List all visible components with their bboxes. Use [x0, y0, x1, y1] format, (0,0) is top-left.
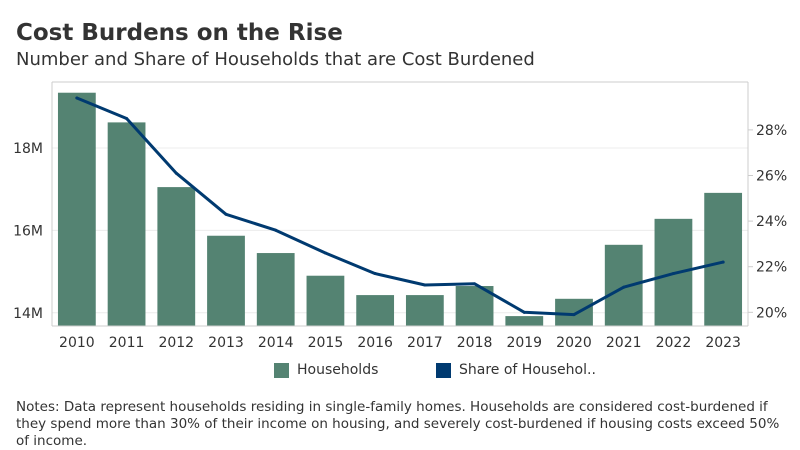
bar-2023: [704, 192, 743, 326]
gridlines: [52, 147, 748, 314]
chart-subtitle: Number and Share of Households that are …: [16, 49, 535, 70]
x-tick-label-2017: 2017: [407, 335, 443, 351]
x-tick-label-2012: 2012: [158, 335, 194, 351]
bar-2019: [505, 316, 544, 326]
x-tick-label-2015: 2015: [308, 335, 344, 351]
share-point-2015: [323, 251, 327, 255]
legend-swatch-share: [436, 362, 451, 378]
y-right-tick-label: 24%: [756, 214, 787, 230]
bar-2015: [306, 275, 345, 326]
combo-chart: 14M 16M 18M 20% 22% 24% 26% 28% 2010 2011 2012 2013…: [13, 81, 787, 351]
share-point-2013: [224, 212, 228, 216]
tick-labels: 14M 16M 18M 20% 22% 24% 26% 28% 2010 2011 2012 2013…: [13, 123, 787, 351]
legend-label-households: Households: [297, 362, 379, 378]
share-point-2023: [721, 260, 725, 264]
legend-swatch-households: [274, 362, 289, 378]
share-point-2020: [572, 313, 576, 317]
x-tick-label-2011: 2011: [109, 335, 145, 351]
y-left-tick-label: 16M: [13, 223, 43, 239]
x-tick-label-2019: 2019: [506, 335, 542, 351]
share-point-2021: [622, 285, 626, 289]
bar-2021: [604, 244, 643, 326]
legend-item-households[interactable]: Households: [274, 362, 378, 378]
share-point-2019: [522, 310, 526, 314]
x-tick-label-2023: 2023: [705, 335, 741, 351]
share-point-2011: [125, 116, 129, 120]
share-point-2017: [423, 283, 427, 287]
share-point-2016: [373, 272, 377, 276]
bar-2020: [555, 298, 593, 326]
legend: Households Share of Househol..: [0, 362, 800, 384]
share-line-path: [75, 96, 725, 317]
bar-2016: [356, 295, 395, 326]
share-point-2014: [274, 228, 278, 232]
y-right-tick-label: 22%: [756, 260, 787, 276]
x-tick-label-2022: 2022: [656, 335, 692, 351]
bar-2014: [256, 253, 295, 326]
axes: [51, 81, 753, 327]
x-tick-label-2016: 2016: [357, 335, 393, 351]
share-point-2018: [473, 282, 477, 286]
x-tick-label-2021: 2021: [606, 335, 642, 351]
bar-2013: [207, 235, 245, 326]
y-right-tick-label: 26%: [756, 168, 787, 184]
x-tick-label-2018: 2018: [457, 335, 493, 351]
x-tick-label-2013: 2013: [208, 335, 244, 351]
x-tick-label-2010: 2010: [59, 335, 95, 351]
bar-2011: [107, 122, 146, 326]
y-right-tick-label: 28%: [756, 123, 787, 139]
chart-notes: Notes: Data represent households residin…: [16, 399, 780, 449]
share-point-2010: [75, 96, 79, 100]
x-tick-label-2014: 2014: [258, 335, 294, 351]
bar-2010: [57, 92, 96, 326]
y-right-tick-label: 20%: [756, 305, 787, 321]
share-line: [75, 96, 725, 317]
legend-label-share: Share of Househol..: [459, 362, 596, 378]
legend-item-share[interactable]: Share of Househol..: [436, 362, 596, 378]
share-point-2012: [174, 171, 178, 175]
bar-2012: [157, 187, 196, 326]
y-left-tick-label: 14M: [13, 306, 43, 322]
share-point-2022: [671, 272, 675, 276]
x-tick-label-2020: 2020: [556, 335, 592, 351]
chart-title: Cost Burdens on the Rise: [16, 20, 343, 46]
bar-2017: [405, 295, 444, 326]
households-bars: [57, 92, 743, 326]
y-left-tick-label: 18M: [13, 141, 43, 157]
